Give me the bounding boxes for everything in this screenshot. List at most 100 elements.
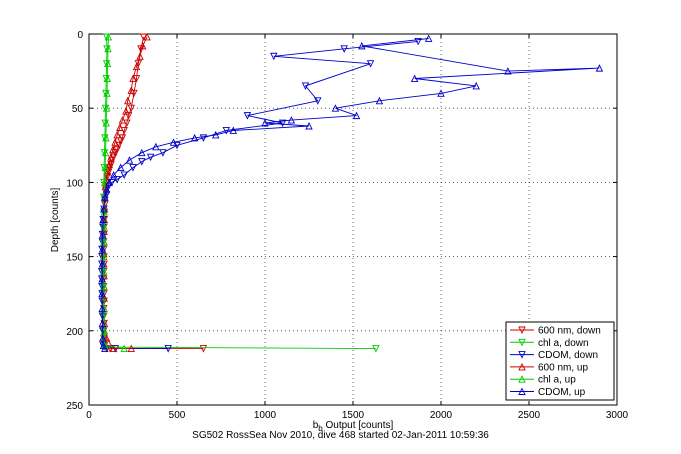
data-point [102,33,111,41]
data-point [105,178,113,186]
data-point [132,62,141,71]
data-point [101,148,110,157]
data-point [103,59,112,68]
legend-label: CDOM, up [538,387,586,398]
data-point [102,119,110,127]
data-point [102,133,110,142]
x-tick-label: 0 [86,410,92,421]
data-point [98,274,106,283]
y-axis-label: Depth [counts] [50,188,61,253]
x-axis-label: bb Output [counts] [313,420,394,433]
data-point [358,41,366,50]
x-tick-label: 2500 [518,410,541,421]
legend-marker [518,362,526,371]
data-point [100,149,109,157]
data-point [314,97,322,105]
data-point [102,104,111,112]
data-point [278,119,287,128]
data-point [101,119,109,128]
legend-box [505,321,615,401]
data-point [103,45,111,53]
y-tick-label: 100 [66,178,83,189]
legend-marker [518,326,526,335]
data-point [102,185,111,194]
data-point [101,193,109,201]
data-point [472,81,480,90]
data-point [129,74,137,82]
data-point [104,32,113,41]
data-point [211,130,220,139]
data-point [424,34,433,42]
data-point [414,37,422,46]
y-tick-label: 200 [66,327,83,338]
x-axis-label-sub: b [318,424,323,433]
data-point [287,116,296,124]
data-point [595,64,604,72]
data-point [261,119,269,127]
x-tick-label: 3000 [606,410,629,421]
data-point [98,334,107,342]
data-point [152,142,160,151]
data-point [138,41,147,50]
data-point [136,52,144,60]
data-point [129,164,137,172]
data-point [504,67,512,75]
data-point [127,344,135,353]
data-point [101,178,109,186]
data-point [164,345,172,353]
data-point [116,163,125,172]
data-point [101,163,109,172]
legend-label: CDOM, down [538,350,598,361]
data-point [122,107,130,115]
data-point [123,96,132,105]
legend-label: chl a, up [538,375,576,386]
data-point [103,89,111,97]
data-point [101,344,109,353]
data-point [113,130,121,139]
y-tick-label: 0 [77,30,83,41]
y-tick-label: 150 [66,253,83,264]
data-point [190,133,199,142]
legend-marker [518,387,526,395]
data-point [352,111,361,120]
y-tick-label: 250 [66,401,83,412]
data-point [104,44,112,53]
y-tick-label: 50 [72,104,84,115]
data-point [199,345,208,353]
data-point [116,137,125,145]
data-point [159,149,167,157]
data-point [109,344,118,353]
data-point [109,145,117,154]
data-point [109,170,118,179]
data-point [127,86,135,94]
data-point [143,32,151,41]
data-point [98,304,106,312]
data-point [98,260,106,269]
data-point [111,138,119,146]
data-point [138,158,146,166]
data-point [229,126,238,134]
series-line [101,38,600,349]
series-layer [97,32,604,353]
x-axis-label-rest: Output [counts] [323,420,394,431]
data-point [98,230,107,238]
data-point [331,104,340,112]
chart-footer: SG502 RossSea Nov 2010, dive 468 started… [192,430,489,441]
legend-marker [518,375,526,383]
data-point [105,160,113,169]
legend-label: chl a, down [538,338,589,349]
grid-lines [89,34,617,405]
data-point [98,260,107,268]
data-point [98,245,107,253]
data-point [372,345,380,353]
data-point [366,60,375,68]
data-point [437,89,445,97]
x-axis-label-main: b [313,420,319,431]
data-point [106,345,114,353]
data-point [120,344,128,353]
data-point [301,82,310,90]
data-point [118,116,127,124]
data-point [113,175,121,184]
data-point [375,96,384,105]
data-point [270,52,278,61]
